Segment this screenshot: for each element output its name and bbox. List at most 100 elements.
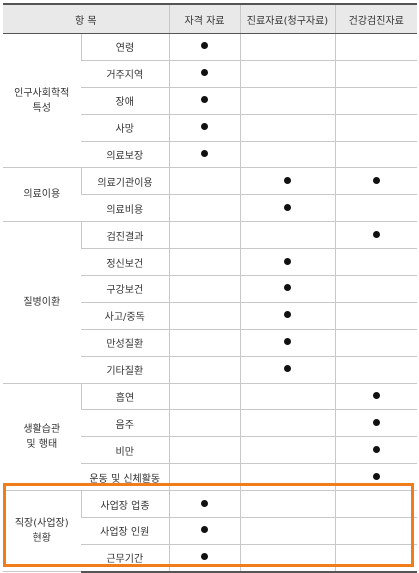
header-claims: 진료자료(청구자료) bbox=[239, 3, 335, 34]
table-row: 비만 bbox=[3, 436, 417, 465]
mark-cell bbox=[168, 114, 240, 142]
mark-cell bbox=[168, 87, 240, 115]
bullet-icon bbox=[372, 472, 380, 480]
mark-cell bbox=[334, 436, 417, 465]
mark-cell bbox=[168, 33, 240, 61]
mark-cell bbox=[239, 517, 335, 545]
table-row: 음주 bbox=[3, 409, 417, 438]
mark-cell bbox=[334, 114, 417, 142]
table-row: 장애 bbox=[3, 87, 417, 115]
table-row: 인구사회학적 특성 연령 bbox=[3, 32, 417, 169]
bullet-icon bbox=[201, 96, 208, 104]
mark-cell bbox=[334, 517, 417, 545]
mark-cell bbox=[334, 60, 417, 88]
bullet-icon bbox=[201, 526, 208, 534]
mark-cell bbox=[239, 194, 335, 223]
item-name: 운동 및 신체활동 bbox=[81, 463, 169, 492]
item-name: 연령 bbox=[80, 33, 169, 61]
table-row: 질병이환 검진결과 bbox=[3, 221, 417, 384]
item-name: 거주지역 bbox=[81, 60, 169, 88]
category-label: 직장(사업장) 현황 bbox=[3, 490, 81, 573]
bullet-icon bbox=[284, 203, 291, 211]
mark-cell bbox=[168, 194, 240, 223]
bullet-icon bbox=[372, 418, 380, 426]
item-name: 검진결과 bbox=[80, 221, 169, 250]
mark-cell bbox=[239, 87, 335, 115]
mark-cell bbox=[334, 409, 417, 438]
bullet-icon bbox=[201, 499, 208, 507]
header-row: 항 목 자격 자료 진료자료(청구자료) 건강검진자료 bbox=[3, 3, 417, 34]
mark-cell bbox=[168, 60, 240, 88]
mark-cell bbox=[239, 463, 335, 492]
mark-cell bbox=[239, 248, 335, 277]
mark-cell bbox=[168, 141, 240, 169]
mark-cell bbox=[334, 221, 417, 250]
bullet-icon bbox=[372, 392, 380, 400]
mark-cell bbox=[239, 409, 335, 438]
mark-cell bbox=[239, 221, 335, 250]
item-name: 사망 bbox=[81, 114, 169, 142]
bullet-icon bbox=[284, 257, 291, 265]
bullet-icon bbox=[284, 365, 291, 373]
mark-cell bbox=[239, 356, 335, 384]
mark-cell bbox=[334, 167, 417, 196]
bullet-icon bbox=[201, 150, 208, 157]
table-row: 직장(사업장) 현황 사업장 업종 bbox=[3, 490, 417, 573]
table-row: 근무기간 bbox=[3, 544, 417, 573]
table-row: 생활습관 및 행태 흡연 bbox=[3, 382, 417, 492]
mark-cell bbox=[239, 275, 335, 303]
bullet-icon bbox=[201, 123, 208, 131]
item-name: 의료비용 bbox=[81, 194, 169, 223]
mark-cell bbox=[168, 463, 240, 492]
mark-cell bbox=[239, 302, 335, 330]
table-row: 운동 및 신체활동 bbox=[3, 463, 417, 492]
mark-cell bbox=[168, 517, 240, 545]
mark-cell bbox=[168, 167, 240, 196]
mark-cell bbox=[239, 329, 335, 357]
header-qualification: 자격 자료 bbox=[168, 3, 240, 34]
bullet-icon bbox=[201, 553, 208, 561]
table-row: 사망 bbox=[3, 114, 417, 142]
mark-cell bbox=[168, 544, 240, 573]
mark-cell bbox=[334, 248, 417, 277]
category-label: 인구사회학적 특성 bbox=[3, 32, 81, 169]
mark-cell bbox=[168, 382, 240, 411]
item-name: 음주 bbox=[81, 409, 169, 438]
mark-cell bbox=[239, 490, 335, 519]
item-name: 구강보건 bbox=[81, 275, 169, 303]
table-row: 기타질환 bbox=[3, 356, 417, 384]
category-label: 질병이환 bbox=[3, 221, 81, 384]
bullet-icon bbox=[201, 42, 208, 50]
mark-cell bbox=[239, 167, 335, 196]
item-name: 의료기관이용 bbox=[80, 167, 169, 196]
item-name: 사업장 인원 bbox=[81, 517, 169, 545]
mark-cell bbox=[168, 329, 240, 357]
bullet-icon bbox=[284, 284, 291, 292]
item-name: 의료보장 bbox=[81, 141, 169, 169]
bullet-icon bbox=[284, 176, 291, 184]
bullet-icon bbox=[372, 445, 380, 453]
mark-cell bbox=[334, 356, 417, 384]
item-name: 사업장 업종 bbox=[80, 490, 169, 519]
bullet-icon bbox=[284, 338, 291, 346]
mark-cell bbox=[239, 141, 335, 169]
bullet-icon bbox=[284, 311, 291, 319]
mark-cell bbox=[168, 275, 240, 303]
table-row: 거주지역 bbox=[3, 60, 417, 88]
mark-cell bbox=[334, 87, 417, 115]
mark-cell bbox=[239, 33, 335, 61]
mark-cell bbox=[334, 544, 417, 573]
header-item: 항 목 bbox=[3, 3, 169, 34]
item-name: 근무기간 bbox=[81, 544, 169, 573]
item-name: 비만 bbox=[81, 436, 169, 465]
table-row: 의료이용 의료기관이용 bbox=[3, 167, 417, 223]
category-label: 생활습관 및 행태 bbox=[3, 382, 81, 492]
item-name: 만성질환 bbox=[81, 329, 169, 357]
bullet-icon bbox=[372, 176, 380, 184]
mark-cell bbox=[239, 544, 335, 573]
mark-cell bbox=[334, 302, 417, 330]
mark-cell bbox=[168, 248, 240, 277]
item-name: 흡연 bbox=[80, 382, 169, 411]
mark-cell bbox=[168, 436, 240, 465]
mark-cell bbox=[168, 409, 240, 438]
